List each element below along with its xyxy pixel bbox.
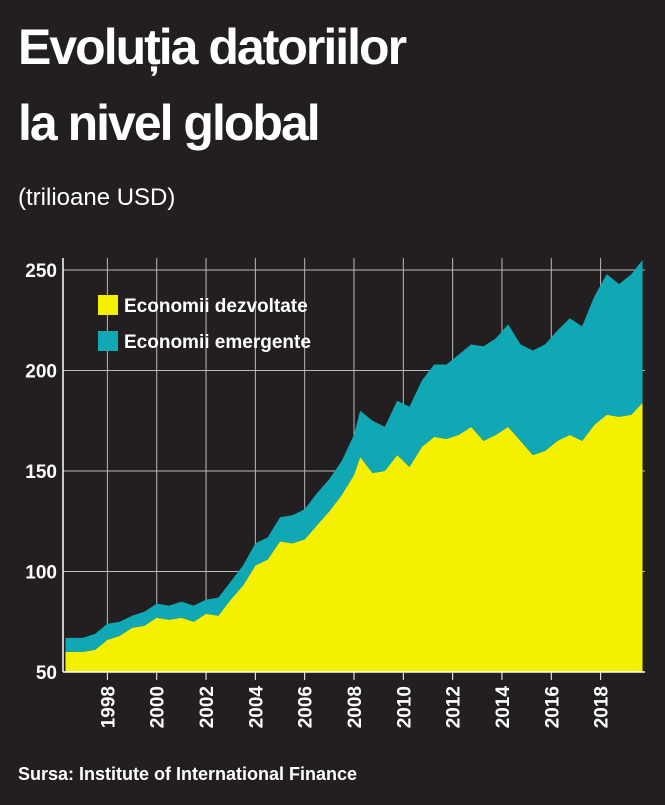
x-tick-label: 2006 — [296, 686, 317, 728]
x-tick-label: 2004 — [246, 686, 267, 729]
source: Sursa: Institute of International Financ… — [18, 764, 357, 784]
legend-swatch — [98, 295, 118, 315]
x-tick-label: 2018 — [592, 686, 613, 728]
x-tick-label: 2016 — [542, 686, 563, 728]
x-tick-label: 2014 — [493, 686, 514, 729]
area — [65, 260, 643, 652]
y-tick-label: 100 — [25, 563, 57, 584]
y-tick-label: 150 — [25, 462, 57, 483]
x-tick-label: 2010 — [394, 686, 415, 728]
y-tick-label: 250 — [25, 261, 57, 282]
y-tick-label: 50 — [36, 663, 57, 684]
legend-label: Economii dezvoltate — [124, 296, 308, 317]
chart-title: la nivel global — [18, 95, 319, 151]
legend-swatch — [98, 331, 118, 351]
x-tick-label: 1998 — [98, 686, 119, 728]
x-tick-label: 2002 — [197, 686, 218, 728]
legend-label: Economii emergente — [124, 332, 311, 353]
x-tick-label: 2012 — [444, 686, 465, 728]
area — [65, 402, 643, 672]
x-tick-label: 2000 — [148, 686, 169, 728]
x-tick-label: 2008 — [345, 686, 366, 728]
y-tick-label: 200 — [25, 362, 57, 383]
chart-title: Evoluția datoriilor — [18, 19, 407, 75]
chart-subtitle: (trilioane USD) — [18, 184, 175, 211]
